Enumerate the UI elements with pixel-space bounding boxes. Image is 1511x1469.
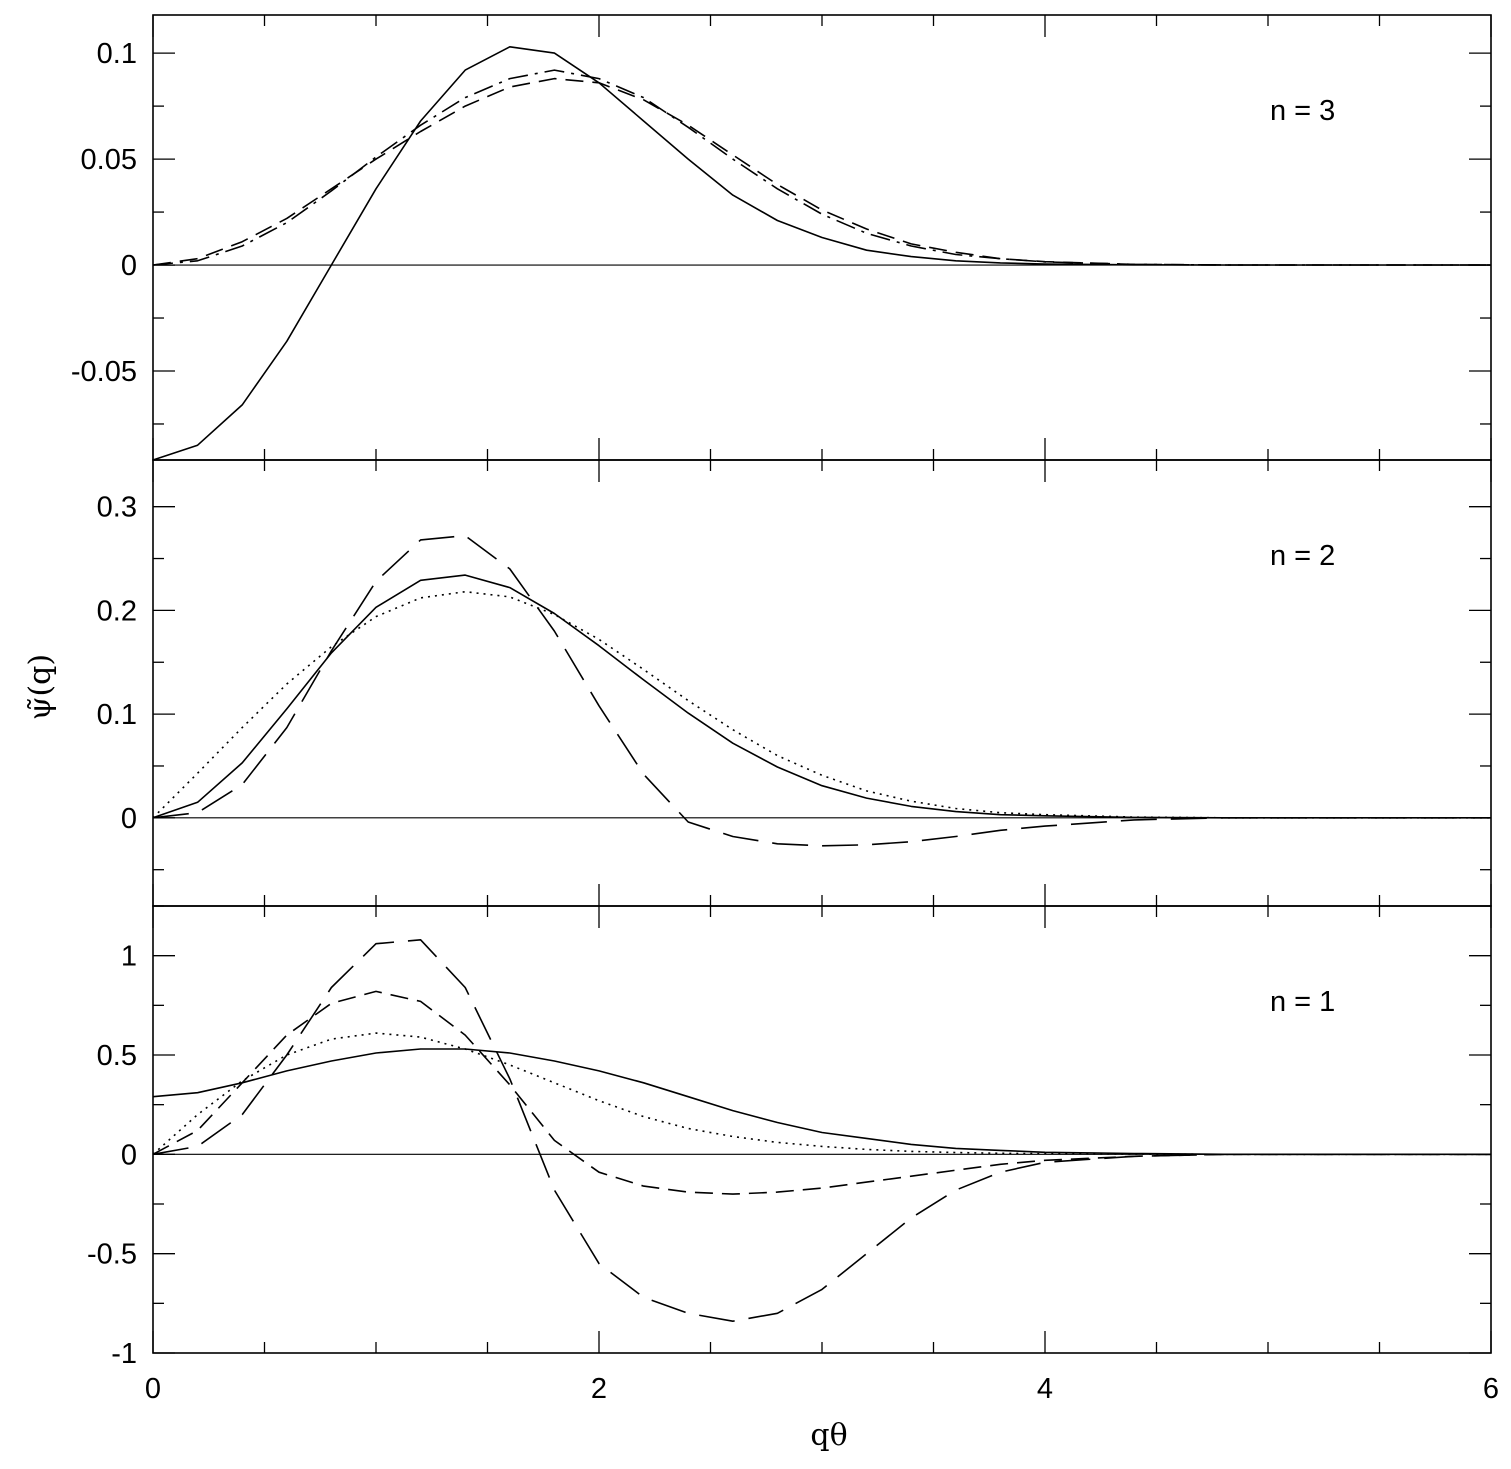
panel: -1 -0.5 0 0.5 1 n = 1 xyxy=(87,905,1492,1370)
y-tick-label: 0.05 xyxy=(81,144,137,176)
y-tick-label: 0 xyxy=(121,803,137,835)
y-tick-label: 0.3 xyxy=(97,492,137,524)
y-tick-label: 1 xyxy=(121,941,137,973)
y-tick-label: 0.1 xyxy=(97,699,137,731)
y-tick-label: 0.2 xyxy=(97,595,137,627)
series-line-dashed xyxy=(152,990,1491,1195)
x-tick-label: 4 xyxy=(1037,1373,1053,1405)
panel: -0.05 0 0.05 0.1 n = 3 xyxy=(71,14,1492,461)
series-line-longdash xyxy=(152,534,1491,847)
panel-frame xyxy=(152,905,1492,1354)
panel-label: n = 1 xyxy=(1270,986,1335,1018)
y-tick-label: -0.5 xyxy=(87,1239,137,1271)
series-line-solid xyxy=(152,1048,1491,1156)
x-tick-label: 6 xyxy=(1483,1373,1499,1405)
panel-label: n = 2 xyxy=(1270,540,1335,572)
x-tick-labels: 0 2 4 6 xyxy=(145,1373,1499,1405)
y-axis-title: ψ̃(q) xyxy=(23,654,58,720)
y-tick-label: -0.05 xyxy=(71,356,137,388)
plot-panels: -0.05 0 0.05 0.1 n = 3 0 0.1 0.2 0.3 n = 2 -1 -0.5 0… xyxy=(71,14,1499,1405)
y-tick-label: 0 xyxy=(121,1139,137,1171)
series-line-dashed xyxy=(152,77,1491,266)
series-line-dotted xyxy=(152,590,1491,819)
x-tick-label: 0 xyxy=(145,1373,161,1405)
series-line-longdash xyxy=(152,939,1491,1322)
panel-frame xyxy=(152,459,1492,907)
panel-label: n = 3 xyxy=(1270,95,1335,127)
x-axis-title: qθ xyxy=(810,1418,847,1453)
y-tick-label: 0.5 xyxy=(97,1040,137,1072)
series-line-solid xyxy=(152,574,1491,819)
panel: 0 0.1 0.2 0.3 n = 2 xyxy=(97,459,1492,907)
y-tick-label: -1 xyxy=(111,1338,137,1370)
series-line-solid xyxy=(152,46,1491,461)
x-tick-label: 2 xyxy=(591,1373,607,1405)
series-line-dotted xyxy=(152,1032,1491,1156)
y-tick-label: 0.1 xyxy=(97,38,137,70)
y-tick-label: 0 xyxy=(121,250,137,282)
